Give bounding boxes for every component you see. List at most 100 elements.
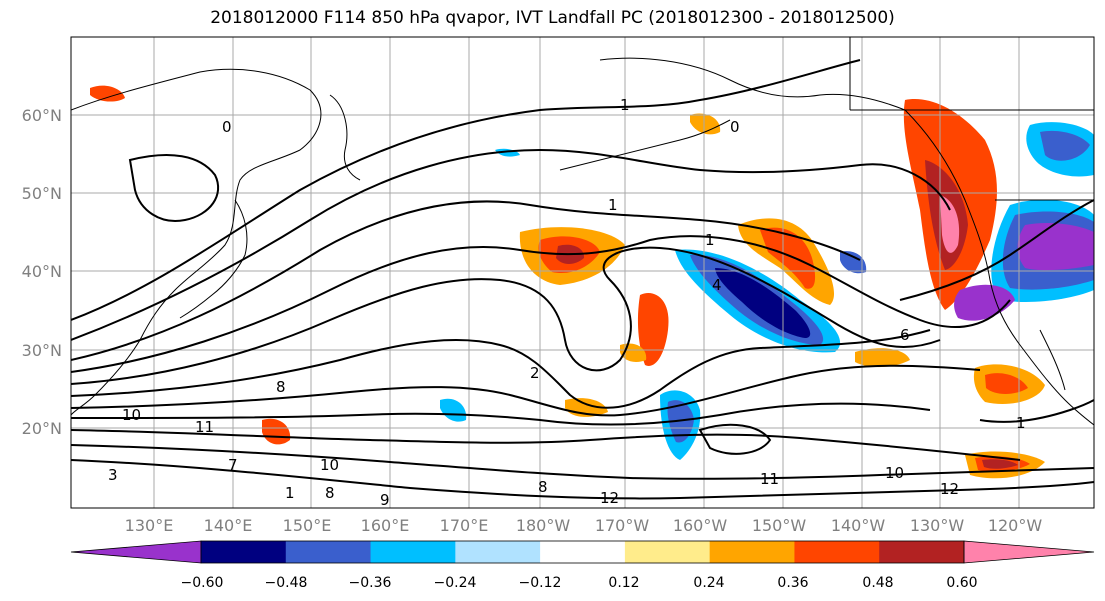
- anomaly-patch: [1017, 222, 1094, 271]
- anomaly-patch: [1040, 130, 1090, 161]
- anomaly-patch: [982, 459, 1018, 469]
- lon-label: 130°E: [125, 516, 174, 535]
- contour-line: [71, 235, 1011, 373]
- contour-label: 1: [620, 96, 630, 114]
- anomaly-patch: [690, 113, 721, 135]
- colorbar-segment: [285, 541, 372, 563]
- kamchatka-coast: [329, 94, 361, 181]
- lon-label: 180°W: [516, 516, 571, 535]
- contour-label: 6: [900, 326, 910, 344]
- contour-line: [71, 459, 1094, 500]
- colorbar-tick-label: 0.36: [777, 575, 808, 591]
- contour-label: 12: [600, 489, 619, 507]
- colorbar-tick-label: 0.60: [946, 575, 977, 591]
- map-title: 2018012000 F114 850 hPa qvapor, IVT Land…: [210, 8, 895, 28]
- contour-label: 1: [705, 231, 715, 249]
- lon-label: 150°E: [283, 516, 332, 535]
- contour-line: [899, 199, 1094, 301]
- colorbar-segment: [624, 541, 711, 563]
- contour-line: [71, 148, 951, 341]
- anomaly-patch: [855, 348, 910, 368]
- colorbar-segment: [709, 541, 795, 563]
- contour-label: 7: [228, 456, 238, 474]
- aleutian-chain: [559, 119, 731, 171]
- colorbar-tick-label: 0.24: [693, 575, 724, 591]
- colorbar-tick-label: −0.36: [349, 575, 392, 591]
- colorbar-extend-high: [963, 540, 1095, 564]
- contour-label: 8: [276, 378, 286, 396]
- contour-label: 11: [195, 418, 214, 436]
- lon-label: 140°E: [204, 516, 253, 535]
- colorbar-extend-low: [70, 540, 202, 564]
- contour-label: 10: [885, 464, 904, 482]
- lat-label: 40°N: [22, 262, 62, 281]
- lon-label: 160°E: [361, 516, 410, 535]
- contour-label: 3: [108, 466, 118, 484]
- colorbar-tick-label: −0.60: [181, 575, 224, 591]
- colorbar-tick-label: 0.12: [608, 575, 639, 591]
- lon-label: 170°W: [595, 516, 650, 535]
- lat-label: 30°N: [22, 341, 62, 360]
- na-coast: [904, 109, 1094, 426]
- anomaly-patch: [637, 293, 669, 366]
- lon-label: 160°W: [673, 516, 728, 535]
- contour-line: [71, 329, 931, 409]
- baja-coast: [1039, 329, 1066, 391]
- colorbar-segment: [370, 541, 456, 563]
- colorbar-segment: [201, 541, 287, 563]
- lon-label: 120°W: [988, 516, 1043, 535]
- contour-label: 10: [122, 406, 141, 424]
- contour-label: 11: [760, 470, 779, 488]
- alaska-coast: [599, 57, 906, 111]
- contour-label: 2: [530, 364, 540, 382]
- latitude-labels: 60°N 50°N 40°N 30°N 20°N: [22, 106, 62, 438]
- contour-line: [698, 423, 772, 455]
- map-panel: 1 1 1 0 0 4 6 2 8 10 11 10 9 8 7 1 12 11…: [71, 37, 1094, 509]
- colorbar-segment: [540, 541, 626, 563]
- canada-border: [849, 37, 1094, 111]
- contour-label: 0: [730, 118, 740, 136]
- contour-label: 10: [320, 456, 339, 474]
- contour-label: 8: [538, 478, 548, 496]
- colorbar-segment: [794, 541, 880, 563]
- contour-labels: 1 1 1 0 0 4 6 2 8 10 11 10 9 8 7 1 12 11…: [108, 96, 1026, 509]
- anomaly-patch: [90, 85, 125, 102]
- colorbar-tick-labels: −0.60 −0.48 −0.36 −0.24 −0.12 0.12 0.24 …: [181, 575, 978, 591]
- colorbar-tick-label: −0.24: [434, 575, 477, 591]
- lon-label: 150°W: [752, 516, 807, 535]
- lon-label: 130°W: [910, 516, 965, 535]
- contour-line: [71, 429, 1021, 461]
- anomaly-patch: [985, 373, 1028, 394]
- contour-label: 1: [608, 196, 618, 214]
- colorbar: [70, 540, 1095, 564]
- colorbar-tick-label: −0.12: [519, 575, 562, 591]
- colorbar-outline: [200, 540, 965, 564]
- lat-label: 20°N: [22, 419, 62, 438]
- colorbar-tick-label: −0.48: [265, 575, 308, 591]
- contour-label: 4: [712, 276, 722, 294]
- asia-coast: [71, 68, 322, 416]
- contour-line: [71, 200, 861, 361]
- contour-line: [71, 444, 1094, 480]
- colorbar-segment: [879, 541, 965, 563]
- contour-label: 8: [325, 484, 335, 502]
- longitude-labels: 130°E 140°E 150°E 160°E 170°E 180°W 170°…: [125, 516, 1043, 535]
- contour-line: [71, 59, 861, 321]
- anomaly-patch: [940, 195, 960, 253]
- contour-line: [128, 154, 220, 222]
- lon-label: 140°W: [831, 516, 886, 535]
- contour-label: 1: [1016, 414, 1026, 432]
- contour-label: 0: [222, 118, 232, 136]
- colorbar-tick-label: 0.48: [862, 575, 893, 591]
- anomaly-patch: [760, 227, 816, 289]
- graticule: [71, 37, 1094, 508]
- contour-line: [71, 246, 941, 385]
- map-frame: [70, 36, 1095, 509]
- contour-label: 9: [380, 491, 390, 509]
- lat-label: 60°N: [22, 106, 62, 125]
- lat-label: 50°N: [22, 184, 62, 203]
- ivt-contours: [71, 59, 1094, 500]
- colorbar-segment: [455, 541, 541, 563]
- contour-line: [71, 364, 981, 417]
